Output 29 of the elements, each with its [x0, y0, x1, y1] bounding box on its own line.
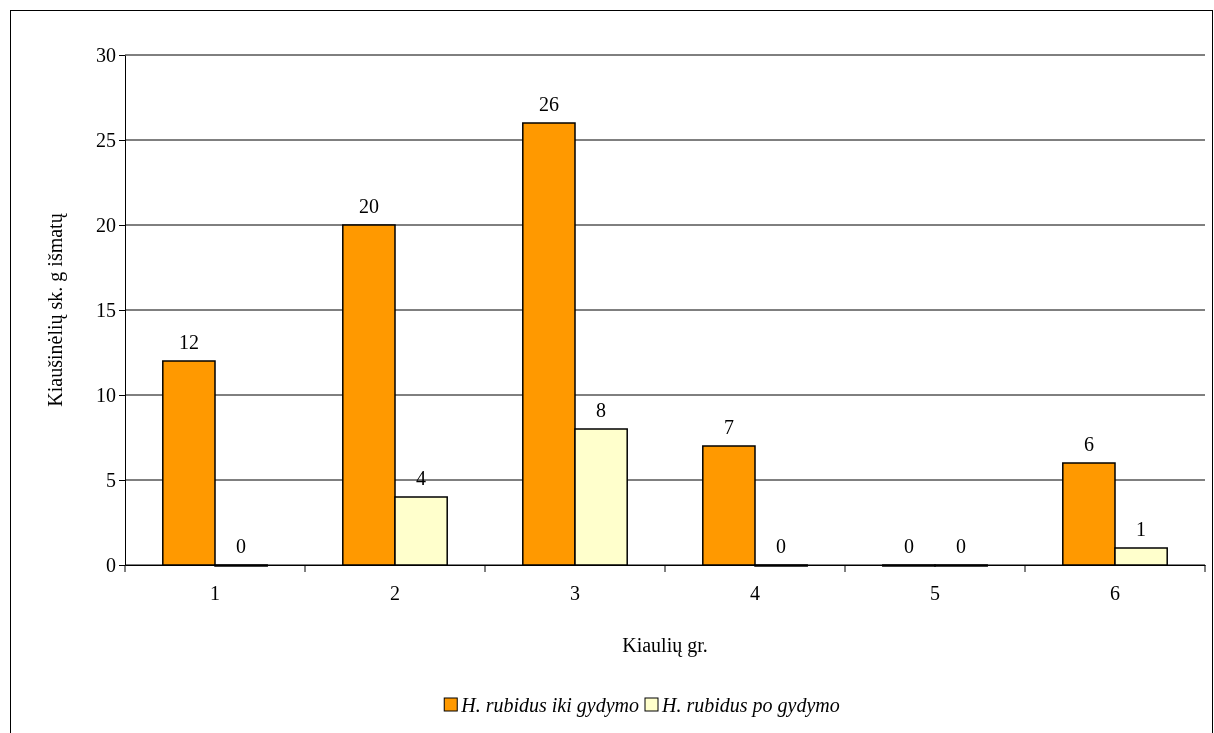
- data-label: 12: [178, 331, 199, 353]
- data-label: 1: [1136, 518, 1147, 540]
- y-tick-label: 15: [96, 298, 116, 321]
- x-tick-label: 2: [390, 582, 400, 604]
- y-tick-label: 5: [106, 468, 116, 491]
- x-tick-label: 5: [930, 582, 940, 604]
- y-axis-title: Kiaušinėlių sk. g išmatų: [44, 212, 67, 407]
- x-tick-label: 3: [570, 582, 580, 604]
- data-label: 26: [538, 93, 559, 115]
- y-tick-label: 10: [96, 383, 116, 406]
- x-tick-label: 1: [210, 582, 220, 604]
- data-label: 0: [776, 535, 787, 557]
- data-label: 6: [1083, 433, 1094, 455]
- data-label: 0: [903, 535, 914, 557]
- data-label: 4: [416, 467, 427, 489]
- legend-label: H. rubidus po gydymo: [661, 694, 840, 717]
- y-tick-label: 30: [96, 43, 116, 66]
- data-label: 7: [723, 416, 734, 438]
- data-label: 0: [956, 535, 967, 557]
- x-tick-label: 4: [750, 582, 760, 604]
- y-tick-label: 0: [106, 553, 116, 576]
- legend-label: H. rubidus iki gydymo: [460, 694, 639, 717]
- data-label: 20: [358, 195, 379, 217]
- y-tick-label: 20: [96, 213, 116, 236]
- data-label: 0: [236, 535, 247, 557]
- x-axis-title: Kiaulių gr.: [622, 634, 708, 657]
- data-label: 8: [596, 399, 607, 421]
- x-tick-label: 6: [1110, 582, 1120, 604]
- y-tick-label: 25: [96, 128, 116, 151]
